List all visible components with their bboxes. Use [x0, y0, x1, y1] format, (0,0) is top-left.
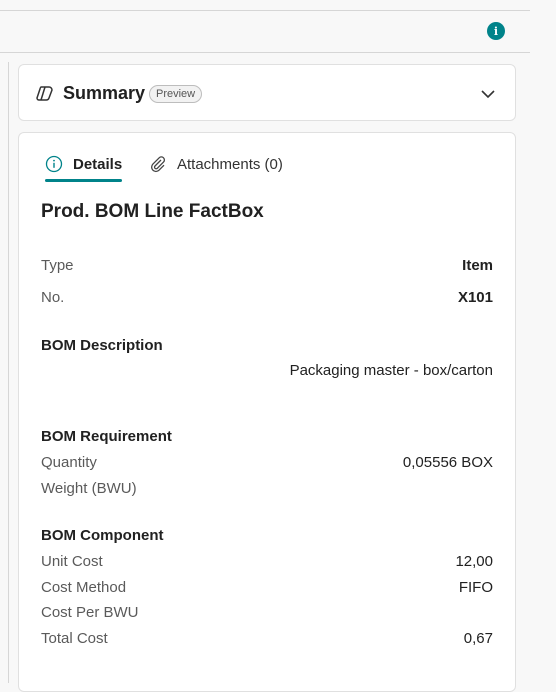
cost-method-label: Cost Method [41, 579, 127, 596]
type-label: Type [41, 257, 74, 274]
factbox-title: Prod. BOM Line FactBox [41, 201, 264, 222]
cost-method-row: Cost Method FIFO [41, 579, 493, 599]
unit-cost-row: Unit Cost 12,00 [41, 553, 493, 573]
type-row: Type Item [41, 257, 493, 277]
copilot-icon [36, 86, 53, 101]
weight-label: Weight (BWU) [41, 480, 137, 497]
tab-attachments[interactable]: Attachments (0) [149, 149, 283, 179]
paperclip-icon [150, 156, 166, 173]
cost-per-bwu-label: Cost Per BWU [41, 604, 139, 621]
quantity-label: Quantity [41, 454, 97, 471]
summary-card[interactable]: Summary Preview [18, 64, 516, 121]
weight-row: Weight (BWU) [41, 480, 493, 500]
chevron-down-icon[interactable] [479, 85, 497, 103]
bom-description-value: Packaging master - box/carton [289, 362, 493, 379]
bom-requirement-heading: BOM Requirement [41, 428, 172, 445]
unit-cost-value: 12,00 [455, 553, 493, 570]
preview-badge: Preview [149, 85, 203, 103]
type-value[interactable]: Item [462, 257, 493, 274]
no-value[interactable]: X101 [457, 289, 493, 306]
total-cost-label: Total Cost [41, 630, 108, 647]
summary-title: Summary [63, 83, 146, 103]
info-icon[interactable]: i [487, 22, 505, 40]
toolbar-divider [0, 52, 530, 53]
top-divider [0, 10, 530, 11]
cost-per-bwu-row: Cost Per BWU [41, 604, 493, 624]
no-row: No. X101 [41, 289, 493, 309]
bom-description-heading: BOM Description [41, 337, 163, 354]
bom-component-heading: BOM Component [41, 527, 164, 544]
tab-attachments-label: Attachments (0) [177, 155, 283, 173]
cost-method-value: FIFO [458, 579, 493, 596]
info-circle-icon [45, 155, 63, 173]
unit-cost-label: Unit Cost [41, 553, 103, 570]
quantity-value: 0,05556 BOX [402, 454, 493, 471]
tab-details-label: Details [73, 155, 123, 173]
details-card: Details Attachments (0) Prod. BOM Line F… [18, 132, 516, 692]
tab-details[interactable]: Details [45, 149, 122, 179]
total-cost-row: Total Cost 0,67 [41, 630, 493, 650]
total-cost-value: 0,67 [463, 630, 493, 647]
left-pane-border [8, 62, 9, 683]
no-label: No. [41, 289, 65, 306]
quantity-row: Quantity 0,05556 BOX [41, 454, 493, 474]
active-tab-indicator [45, 179, 122, 182]
